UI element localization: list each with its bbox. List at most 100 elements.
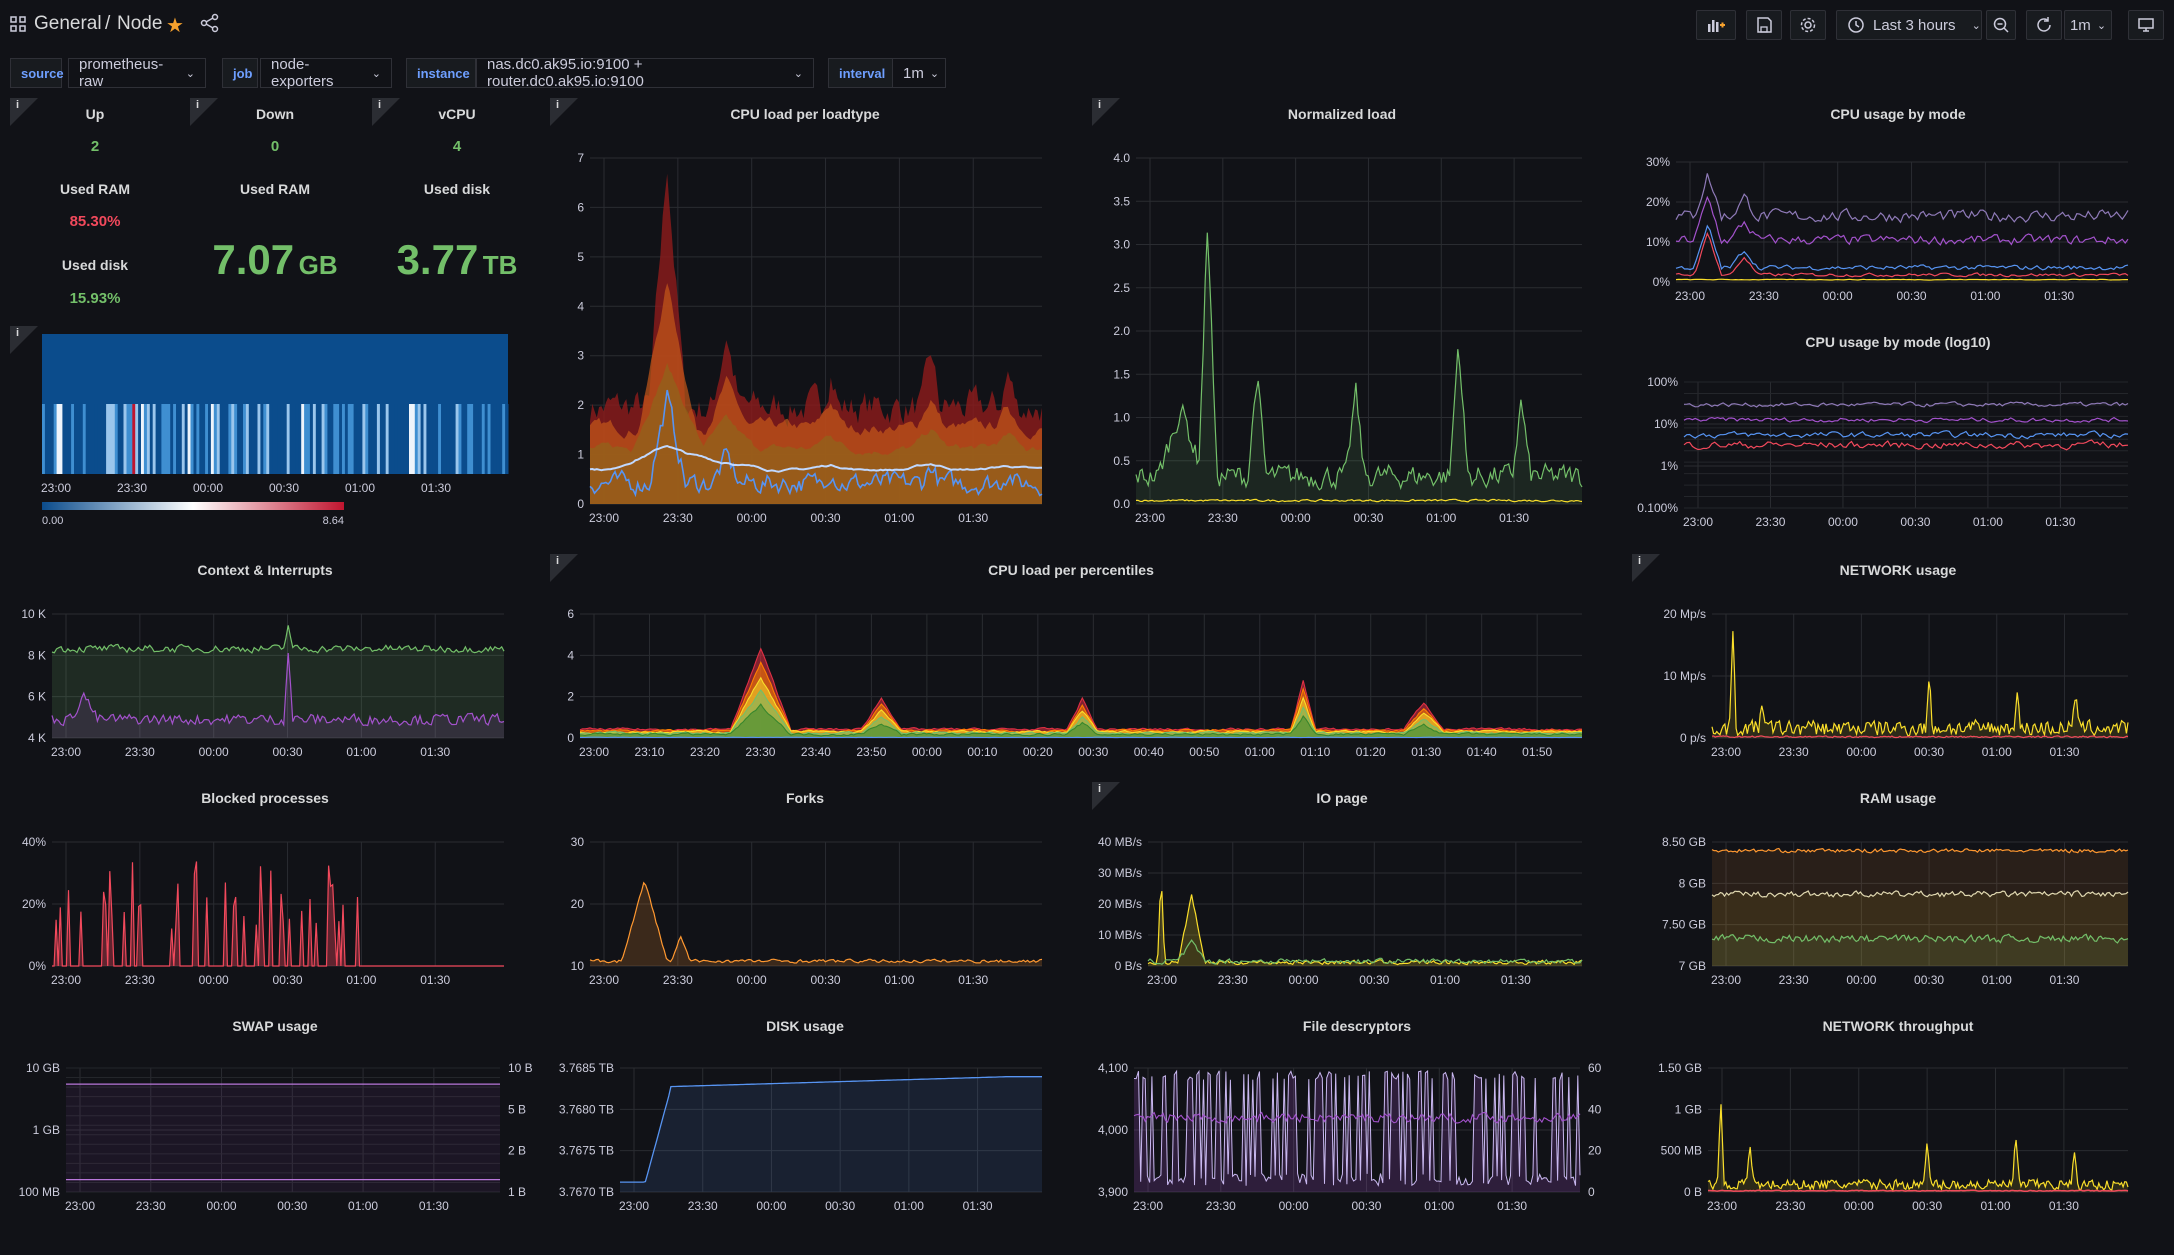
x-tick-label: 23:30 <box>1779 745 1809 759</box>
add-panel-icon <box>1708 20 1725 32</box>
chevron-down-icon: ⌄ <box>2096 19 2107 32</box>
info-icon[interactable]: i <box>550 98 578 126</box>
y-tick-label-right: 10 B <box>508 1061 533 1075</box>
x-tick-label: 01:30 <box>419 1199 449 1213</box>
y-tick-label: 2 <box>567 690 574 704</box>
heatmap-cell <box>435 404 439 474</box>
forks-chart[interactable]: 10 20 30 23:00 23:30 00:00 00:30 01:00 01:30 <box>550 834 1060 996</box>
cpu-usage-mode-log-chart[interactable]: 0.100% 1% 10% 100% 23:00 23:30 00:00 00:30 01:00… <box>1632 374 2164 538</box>
x-tick-label: 00:00 <box>1844 1199 1874 1213</box>
info-icon[interactable]: i <box>1092 782 1120 810</box>
x-tick-label: 01:00 <box>884 511 914 525</box>
chevron-down-icon: ⌄ <box>793 67 803 80</box>
refresh-button[interactable] <box>2026 10 2062 40</box>
y-tick-label: 0.100% <box>1637 501 1678 515</box>
context-interrupts-chart[interactable]: 4 K 6 K 8 K 10 K 23:00 23:30 00:00 00:30 01:00 01… <box>10 606 520 768</box>
share-icon[interactable] <box>199 12 221 34</box>
disk-usage-chart[interactable]: 3.7670 TB 3.7675 TB 3.7680 TB 3.7685 TB 23:0… <box>550 1060 1060 1230</box>
heatmap-cell <box>493 404 497 474</box>
panel-title: DISK usage <box>766 1018 844 1034</box>
variable-source-select[interactable]: prometheus-raw ⌄ <box>68 56 206 90</box>
normalized-load-chart[interactable]: 0.0 0.5 1.0 1.5 2.0 2.5 3.0 3.5 4.0 23:00 23:30 00:… <box>1092 148 1592 538</box>
file-descriptors-chart[interactable]: 3,900 4,000 4,100 0 20 40 60 23:00 23:30 00:00 00:… <box>1092 1060 1622 1230</box>
x-tick-label: 00:00 <box>1289 973 1319 987</box>
heatmap-cell <box>176 404 180 474</box>
panel-ram-usage: RAM usage 7 GB 7.50 GB 8 GB 8.50 GB 23:00 23:… <box>1632 782 2164 996</box>
series-area-green <box>1136 232 1582 504</box>
network-usage-chart[interactable]: 0 p/s 10 Mp/s 20 Mp/s 23:00 23:30 00:00 00:30 0… <box>1632 606 2164 768</box>
cpu-heatmap-chart[interactable]: 23:00 23:30 00:00 00:30 01:00 01:30 0.00 8.64 <box>41 334 509 527</box>
variable-interval-select[interactable]: 1m ⌄ <box>892 58 946 88</box>
heatmap-cell <box>496 404 500 474</box>
heatmap-cell <box>155 404 159 474</box>
tv-mode-button[interactable] <box>2128 10 2164 40</box>
zoom-out-button[interactable] <box>1986 10 2016 40</box>
time-range-picker[interactable]: Last 3 hours ⌄ <box>1836 10 1982 40</box>
x-tick-label: 23:30 <box>1206 1199 1236 1213</box>
network-throughput-chart[interactable]: 0 B 500 MB 1 GB 1.50 GB 23:00 23:30 00:00 00:30… <box>1632 1060 2164 1230</box>
info-icon[interactable]: i <box>1632 554 1660 582</box>
cpu-load-percentiles-chart[interactable]: 0 2 4 6 23:00 23:10 23:20 23:30 23:40 23:50 00:00 0… <box>550 606 1592 768</box>
apps-grid-icon[interactable] <box>10 16 26 32</box>
ram-usage-chart[interactable]: 7 GB 7.50 GB 8 GB 8.50 GB 23:00 23:30 00:00 00:… <box>1632 834 2164 996</box>
top-navbar: General / Node ★ Last 3 hours ⌄ 1m ⌄ <box>0 0 2174 50</box>
breadcrumb-dashboard[interactable]: Node <box>117 13 163 34</box>
heatmap-cell <box>458 404 462 474</box>
x-tick-label: 00:30 <box>1351 1199 1381 1213</box>
info-icon[interactable]: i <box>10 326 38 354</box>
cpu-load-loadtype-chart[interactable]: 0 1 2 3 4 5 6 7 23:00 23:30 00:00 00:30 01:00 01:30 <box>550 148 1060 538</box>
heatmap-cell <box>289 404 293 474</box>
variable-job-select[interactable]: node-exporters ⌄ <box>260 56 392 90</box>
heatmap-cell <box>129 404 133 474</box>
save-dashboard-button[interactable] <box>1746 10 1782 40</box>
star-icon[interactable]: ★ <box>166 15 184 37</box>
info-icon[interactable]: i <box>10 98 38 126</box>
heatmap-legend-min: 0.00 <box>42 515 63 527</box>
series-line-violet <box>1675 195 2129 246</box>
cpu-usage-mode-chart[interactable]: 0% 10% 20% 30% 23:00 23:30 00:00 00:30 01:00 01:3… <box>1632 155 2164 308</box>
stat-down-value: 0 <box>270 138 280 155</box>
series-area-yellow <box>1148 891 1582 966</box>
y-tick-label: 7 <box>577 151 584 165</box>
heatmap-cell <box>406 404 410 474</box>
x-tick-label: 00:00 <box>1823 289 1853 303</box>
heatmap-cell <box>143 404 148 474</box>
heatmap-cell <box>266 404 270 474</box>
heatmap-cell <box>397 404 401 474</box>
y-tick-label-right: 2 B <box>508 1144 526 1158</box>
heatmap-cell <box>382 404 387 474</box>
x-tick-label: 00:30 <box>1078 745 1108 759</box>
monitor-icon <box>2138 18 2154 32</box>
y-tick-label: 1 <box>577 448 584 462</box>
stat-used-ram-title: Used RAM <box>239 181 310 197</box>
series-line-percentile <box>579 689 1583 736</box>
settings-button[interactable] <box>1790 10 1826 40</box>
stat-down-title: Down <box>255 106 295 122</box>
info-icon[interactable]: i <box>190 98 218 126</box>
x-tick-label: 01:30 <box>420 973 450 987</box>
variable-instance-select[interactable]: nas.dc0.ak95.io:9100 + router.dc0.ak95.i… <box>476 56 814 90</box>
heatmap-cell <box>342 404 346 474</box>
info-icon[interactable]: i <box>372 98 400 126</box>
heatmap-cell <box>106 404 110 474</box>
gear-icon <box>1800 17 1816 33</box>
refresh-interval-picker[interactable]: 1m ⌄ <box>2064 10 2112 40</box>
add-panel-button[interactable] <box>1696 10 1736 40</box>
heatmap-cell <box>228 404 232 474</box>
io-page-chart[interactable]: 0 B/s 10 MB/s 20 MB/s 30 MB/s 40 MB/s 23:00 23… <box>1092 834 1592 996</box>
blocked-processes-chart[interactable]: 0% 20% 40% 23:00 23:30 00:00 00:30 01:00 01:30 <box>10 834 520 996</box>
breadcrumb-folder[interactable]: General <box>34 13 102 34</box>
series-line-red <box>1708 1189 2129 1193</box>
swap-usage-chart[interactable]: 100 MB 1 GB 10 GB 1 B 2 B 5 B 10 B 23:00 23:30 00… <box>10 1060 540 1230</box>
heatmap-cell <box>243 404 247 474</box>
x-tick-label: 00:00 <box>1828 515 1858 529</box>
info-icon[interactable]: i <box>550 554 578 582</box>
x-tick-label: 00:00 <box>207 1199 237 1213</box>
x-tick-label: 01:00 <box>346 745 376 759</box>
heatmap-cell <box>100 404 104 474</box>
x-tick-label: 00:30 <box>825 1199 855 1213</box>
info-icon[interactable]: i <box>1092 98 1120 126</box>
y-tick-label: 20 <box>571 897 585 911</box>
x-tick-label: 01:30 <box>2049 973 2079 987</box>
panel-title: Blocked processes <box>201 790 329 806</box>
